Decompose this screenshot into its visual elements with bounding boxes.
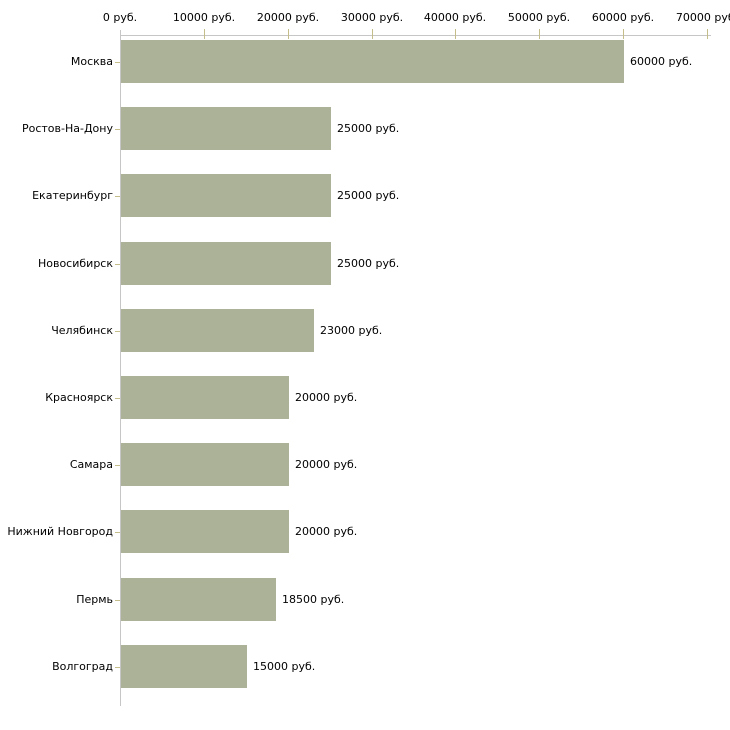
bar-Самара	[121, 443, 289, 486]
value-label: 25000 руб.	[337, 257, 400, 270]
y-axis-tick	[115, 398, 120, 399]
y-axis-line	[120, 30, 121, 706]
value-label: 23000 руб.	[320, 324, 383, 337]
x-axis-tick	[455, 29, 456, 39]
x-axis-tick	[707, 29, 708, 39]
category-label: Екатеринбург	[32, 189, 113, 202]
y-axis-tick	[115, 196, 120, 197]
bar-Красноярск	[121, 376, 289, 419]
x-axis-tick	[539, 29, 540, 39]
bar-Москва	[121, 40, 624, 83]
category-label: Волгоград	[52, 660, 113, 673]
bar-Волгоград	[121, 645, 247, 688]
y-axis-tick	[115, 667, 120, 668]
value-label: 20000 руб.	[295, 391, 358, 404]
x-axis-tick	[204, 29, 205, 39]
value-label: 20000 руб.	[295, 525, 358, 538]
category-label: Пермь	[76, 593, 113, 606]
y-axis-tick	[115, 465, 120, 466]
x-axis-tick-label: 40000 руб.	[423, 11, 487, 24]
x-axis-tick-label: 30000 руб.	[340, 11, 404, 24]
y-axis-tick	[115, 62, 120, 63]
x-axis-tick	[623, 29, 624, 39]
bar-Челябинск	[121, 309, 314, 352]
value-label: 15000 руб.	[253, 660, 316, 673]
x-axis-tick	[372, 29, 373, 39]
y-axis-tick	[115, 129, 120, 130]
value-label: 60000 руб.	[630, 55, 693, 68]
bar-Ростов-На-Дону	[121, 107, 331, 150]
y-axis-tick	[115, 331, 120, 332]
category-label: Москва	[70, 55, 113, 68]
y-axis-tick	[115, 264, 120, 265]
value-label: 20000 руб.	[295, 458, 358, 471]
bar-Пермь	[121, 578, 276, 621]
y-axis-tick	[115, 532, 120, 533]
bar-Нижний Новгород	[121, 510, 289, 553]
x-axis-tick-label: 20000 руб.	[256, 11, 320, 24]
x-axis-tick-label: 50000 руб.	[507, 11, 571, 24]
category-label: Красноярск	[45, 391, 113, 404]
category-label: Челябинск	[51, 324, 113, 337]
x-axis-line	[120, 35, 711, 36]
bar-Новосибирск	[121, 242, 331, 285]
category-label: Новосибирск	[37, 257, 113, 270]
category-label: Самара	[69, 458, 113, 471]
value-label: 25000 руб.	[337, 189, 400, 202]
value-label: 25000 руб.	[337, 122, 400, 135]
category-label: Нижний Новгород	[7, 525, 113, 538]
x-axis-tick-label: 70000 руб.	[675, 11, 730, 24]
x-axis-tick-label: 10000 руб.	[172, 11, 236, 24]
y-axis-tick	[115, 600, 120, 601]
bar-Екатеринбург	[121, 174, 331, 217]
x-axis-tick-label: 0 руб.	[102, 11, 138, 24]
x-axis-tick-label: 60000 руб.	[591, 11, 655, 24]
category-label: Ростов-На-Дону	[21, 122, 113, 135]
value-label: 18500 руб.	[282, 593, 345, 606]
x-axis-tick	[288, 29, 289, 39]
